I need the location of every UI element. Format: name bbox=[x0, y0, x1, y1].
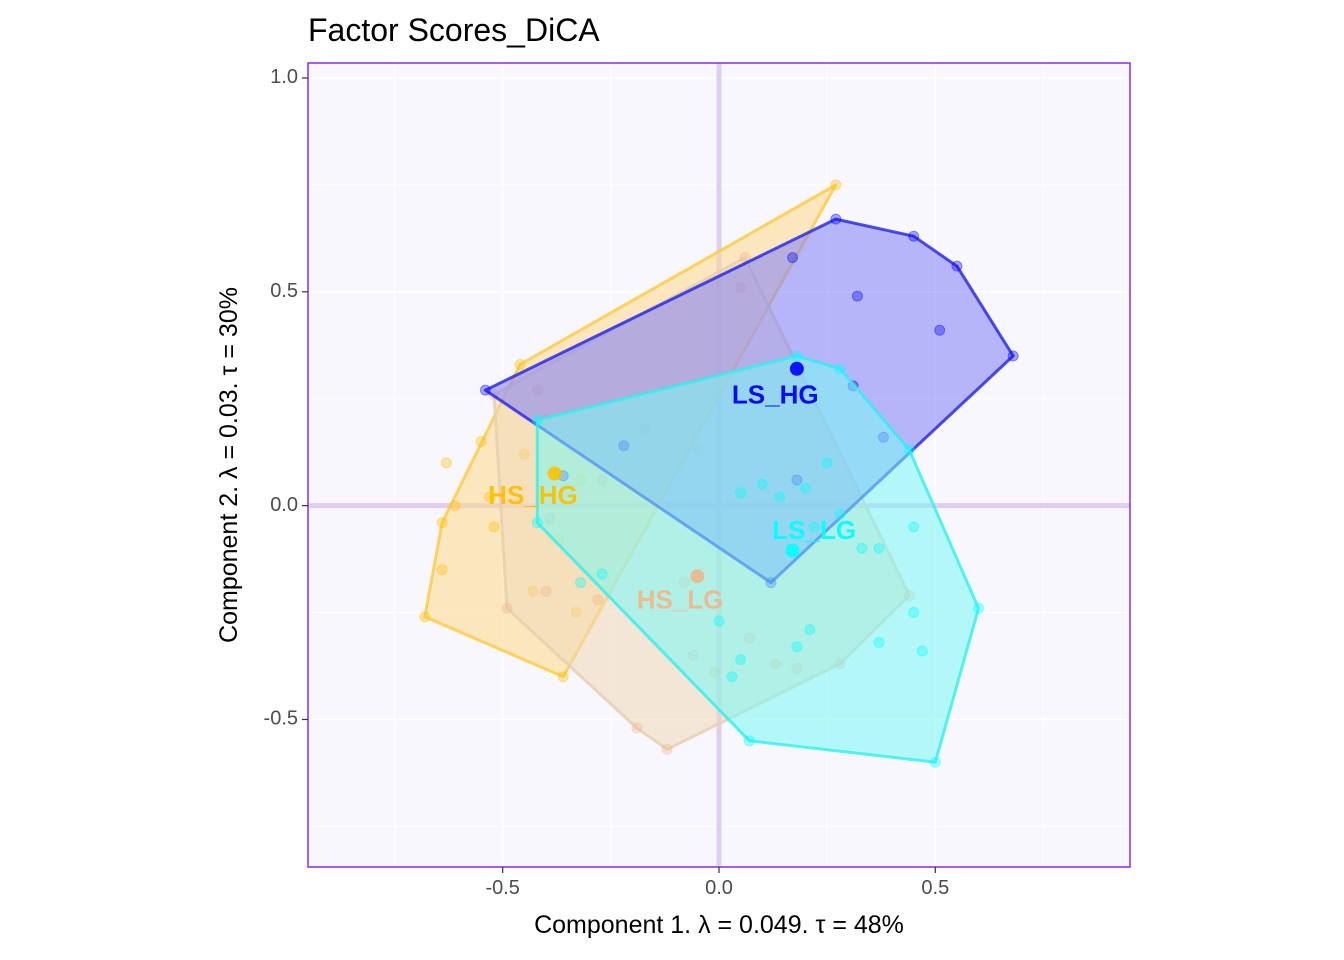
x-axis-title: Component 1. λ = 0.049. τ = 48% bbox=[534, 911, 904, 939]
data-point bbox=[908, 521, 920, 533]
group-mean-hs-lg: HS_LG bbox=[637, 569, 724, 615]
data-point bbox=[557, 671, 569, 683]
data-point bbox=[1007, 350, 1019, 362]
data-point bbox=[713, 615, 725, 627]
mean-point bbox=[789, 361, 804, 376]
data-point bbox=[774, 491, 786, 503]
data-point bbox=[540, 585, 552, 597]
group-label: HS_HG bbox=[488, 480, 578, 510]
data-point bbox=[787, 252, 799, 264]
data-point bbox=[851, 290, 863, 302]
data-point bbox=[531, 414, 543, 426]
data-point bbox=[575, 577, 587, 589]
mean-point bbox=[547, 466, 562, 481]
data-point bbox=[804, 624, 816, 636]
hull-ls-lg bbox=[535, 354, 981, 764]
data-point bbox=[726, 671, 738, 683]
data-point bbox=[908, 230, 920, 242]
group-label: HS_LG bbox=[637, 585, 724, 615]
data-point bbox=[800, 483, 812, 495]
x-tick-label: 0.5 bbox=[921, 877, 949, 899]
data-point bbox=[934, 324, 946, 336]
data-point bbox=[592, 594, 604, 606]
data-point bbox=[661, 743, 673, 755]
data-point bbox=[440, 457, 452, 469]
y-tick-label: -0.5 bbox=[264, 708, 298, 730]
data-point bbox=[419, 611, 431, 623]
data-point bbox=[856, 542, 868, 554]
data-point bbox=[973, 602, 985, 614]
data-point bbox=[735, 487, 747, 499]
data-point bbox=[916, 645, 928, 657]
data-point bbox=[501, 602, 513, 614]
data-point bbox=[484, 491, 496, 503]
data-point bbox=[514, 359, 526, 370]
x-tick-label: 0.0 bbox=[705, 877, 733, 899]
x-tick-label: -0.5 bbox=[485, 877, 519, 899]
x-axis: -0.5 0.0 0.5 bbox=[485, 867, 949, 899]
data-point bbox=[808, 521, 820, 533]
data-point bbox=[475, 435, 487, 447]
data-point bbox=[436, 517, 448, 529]
data-point bbox=[531, 517, 543, 529]
data-point bbox=[479, 384, 491, 396]
y-axis: -0.5 0.0 0.5 1.0 bbox=[264, 66, 308, 730]
data-point bbox=[830, 179, 842, 191]
data-point bbox=[929, 756, 941, 768]
data-point bbox=[735, 654, 747, 666]
data-point bbox=[756, 478, 768, 490]
data-point bbox=[830, 213, 842, 225]
mean-point bbox=[690, 569, 705, 584]
group-mean-hs-hg: HS_HG bbox=[488, 466, 578, 510]
chart-title: Factor Scores_DiCA bbox=[308, 12, 600, 48]
data-point bbox=[791, 350, 803, 362]
data-point bbox=[834, 508, 846, 520]
data-point bbox=[821, 457, 833, 469]
group-label: LS_LG bbox=[772, 515, 856, 545]
series-ls-lg bbox=[531, 350, 985, 768]
data-point bbox=[631, 722, 643, 734]
y-tick-label: 1.0 bbox=[270, 66, 298, 88]
group-label: LS_HG bbox=[732, 379, 819, 409]
y-axis-title: Component 2. λ = 0.03. τ = 30% bbox=[215, 287, 243, 643]
data-point bbox=[903, 444, 915, 456]
data-point bbox=[834, 363, 846, 375]
data-point bbox=[449, 500, 461, 512]
data-point bbox=[873, 542, 885, 554]
data-point bbox=[873, 636, 885, 648]
y-tick-label: 0.0 bbox=[270, 494, 298, 516]
group-mean-ls-lg: LS_LG bbox=[772, 515, 856, 558]
data-point bbox=[951, 260, 963, 272]
mean-point bbox=[785, 543, 800, 558]
data-point bbox=[436, 564, 448, 576]
plot-panel: HS_HG HS_LG LS_HG LS_LG bbox=[307, 62, 1131, 868]
data-point bbox=[488, 521, 500, 533]
data-point bbox=[791, 641, 803, 653]
data-point bbox=[596, 568, 608, 580]
data-point bbox=[743, 735, 755, 747]
data-point bbox=[908, 607, 920, 619]
group-mean-ls-hg: LS_HG bbox=[732, 361, 819, 409]
y-tick-label: 0.5 bbox=[270, 280, 298, 302]
